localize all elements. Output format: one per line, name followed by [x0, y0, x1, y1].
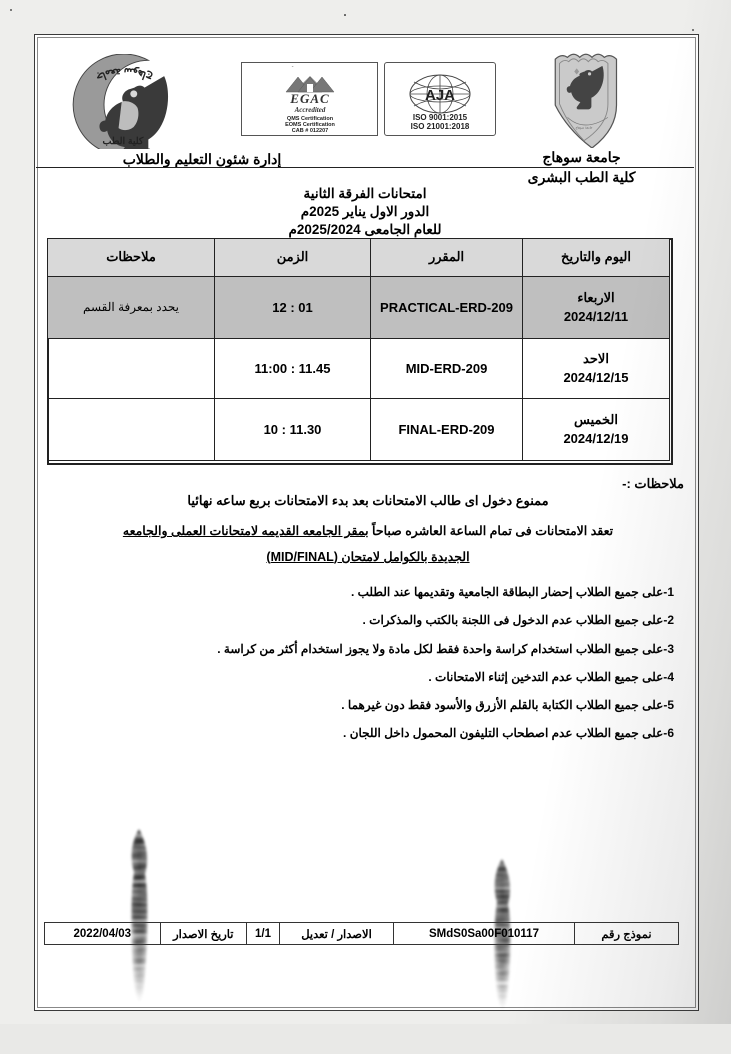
svg-text:كلية الطب: كلية الطب [103, 136, 144, 147]
svg-text:Accredited: Accredited [293, 106, 325, 114]
svg-text:AJA: AJA [425, 87, 455, 104]
svg-text:EGAC: EGAC [289, 91, 329, 106]
svg-text:CAB # 012207: CAB # 012207 [291, 128, 327, 132]
svg-text:ISO 9001:2015: ISO 9001:2015 [413, 113, 468, 122]
svg-text:جامعة سوهاج: جامعة سوهاج [575, 125, 592, 129]
svg-text:ISO 21001:2018: ISO 21001:2018 [411, 122, 470, 131]
svg-text:المجلس الوطني للاعتماد: المجلس الوطني للاعتماد [289, 66, 330, 68]
